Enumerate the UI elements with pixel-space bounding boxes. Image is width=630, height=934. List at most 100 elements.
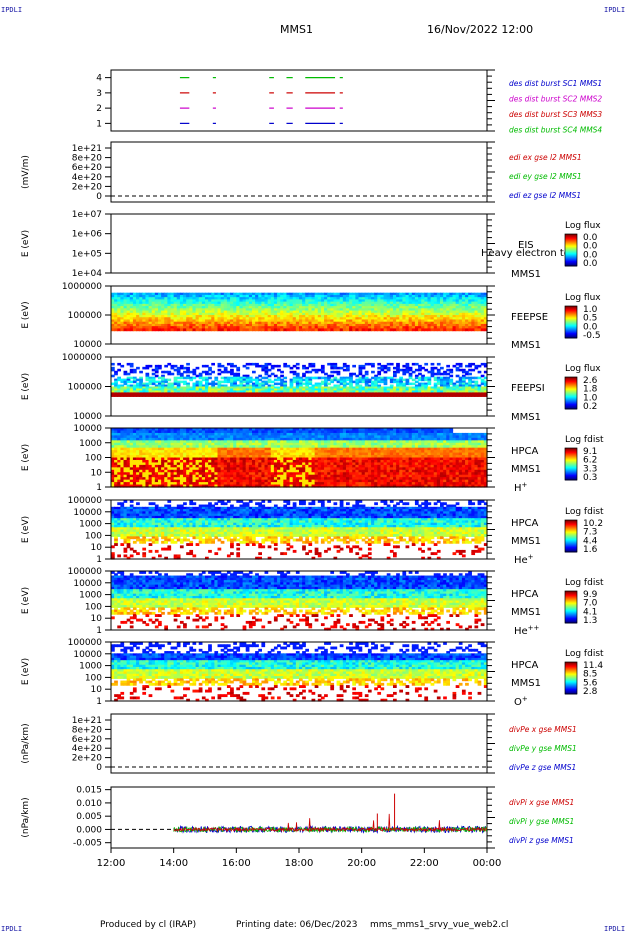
hpca_o-ytick-label: 10000	[73, 650, 102, 660]
corner-label-bottom-left: IPDLI	[1, 925, 23, 933]
hpca_hepp-spacecraft-label: MMS1	[511, 607, 541, 618]
footer-printing-date: Printing date: 06/Dec/2023	[236, 920, 358, 930]
edi-frame	[110, 141, 488, 203]
feepse-ytick-label: 1000000	[62, 282, 102, 292]
burst-ytick-label: 4	[96, 74, 102, 84]
hpca_o-spacecraft-label: MMS1	[511, 678, 541, 689]
hpca_hepp-colorbar	[565, 591, 577, 624]
hpca_h-ytick-label: 100	[85, 454, 102, 464]
feepsi-colorbar-tick: 2.6	[583, 376, 598, 386]
hpca_he-colorbar-tick: 7.3	[583, 528, 597, 538]
hpca_he-ytick-label: 10000	[73, 508, 102, 518]
hpca_hepp-colorbar-tick: 9.9	[583, 590, 598, 600]
hpca_o-spectrogram	[111, 642, 488, 702]
hpca_hepp-spectrogram	[111, 571, 488, 631]
hpca_h-colorbar-tick: 0.3	[583, 473, 597, 483]
feepse-ytick-label: 100000	[68, 311, 103, 321]
hpca_o-ytick-label: 1	[96, 697, 102, 707]
hpca_h-colorbar-tick: 3.3	[583, 464, 597, 474]
x-axis-tick-label: 16:00	[222, 858, 251, 869]
eis-ytick-label: 1e+04	[72, 269, 103, 279]
hpca_hepp-ytick-label: 100000	[68, 567, 103, 577]
divpi-legend-entry: divPi x gse MMS1	[509, 798, 574, 807]
eis-ytick-label: 1e+05	[72, 249, 102, 259]
hpca_h-ytick-label: 1	[96, 483, 102, 493]
feepsi-ytick-label: 10000	[73, 412, 102, 422]
hpca_o-colorbar-tick: 2.8	[583, 687, 598, 697]
divpe-ytick-label: 6e+20	[72, 735, 103, 745]
hpca_o-colorbar	[565, 662, 577, 695]
divpi-ylabel: (nPa/km)	[21, 797, 31, 837]
hpca_h-ylabel: E (eV)	[21, 444, 31, 471]
hpca_hepp-species-label: He++	[514, 624, 540, 637]
hpca_hepp-colorbar-title: Log fdist	[565, 578, 604, 588]
hpca_h-colorbar-tick: 6.2	[583, 456, 597, 466]
hpca_he-ytick-label: 1	[96, 555, 102, 565]
hpca_hepp-colorbar-tick: 7.0	[583, 599, 598, 609]
feepsi-spectrogram	[111, 362, 488, 397]
eis-colorbar-tick: 0.0	[583, 233, 598, 243]
eis-ytick-label: 1e+06	[72, 230, 103, 240]
edi-ylabel: (mV/m)	[21, 155, 31, 189]
divpi-ytick-label: 0.005	[76, 812, 102, 822]
hpca_o-ytick-label: 10	[91, 685, 103, 695]
hpca_hepp-ytick-label: 10000	[73, 579, 102, 589]
eis-colorbar-frame	[564, 233, 578, 267]
burst-ytick-label: 3	[96, 89, 102, 99]
divpe-ylabel: (nPa/km)	[21, 723, 31, 763]
hpca_he-ytick-label: 100	[85, 531, 102, 541]
footer-produced-by: Produced by cl (IRAP)	[100, 920, 197, 930]
divpi-ytick-label: 0.000	[76, 825, 102, 835]
hpca_he-spectrogram	[111, 500, 488, 560]
hpca_o-ylabel: E (eV)	[21, 658, 31, 685]
eis-ytick-label: 1e+07	[72, 210, 102, 220]
eis-spacecraft-label: MMS1	[511, 269, 541, 280]
divpi-ytick-label: -0.005	[73, 839, 102, 849]
feepse-colorbar-frame	[564, 305, 578, 339]
hpca_he-colorbar-tick: 1.6	[583, 545, 598, 555]
eis-frame	[110, 213, 488, 274]
divpe-ytick-label: 8e+20	[72, 725, 103, 735]
edi-ytick-label: 1e+21	[72, 144, 102, 154]
hpca_hepp-ytick-label: 1	[96, 626, 102, 636]
hpca_o-colorbar-tick: 5.6	[583, 678, 598, 688]
feepsi-instrument-label: FEEPSI	[511, 383, 545, 394]
divpi-legend-entry: divPi z gse MMS1	[509, 836, 574, 845]
feepse-instrument-label: FEEPSE	[511, 312, 548, 323]
divpi-ytick-label: 0.015	[76, 786, 102, 796]
hpca_o-species-label: O+	[514, 695, 528, 708]
hpca_he-colorbar-frame	[564, 519, 578, 553]
burst-ytick-label: 1	[96, 119, 102, 129]
divpe-ytick-label: 0	[96, 763, 102, 773]
burst-ytick-label: 2	[96, 104, 102, 114]
hpca_h-colorbar	[565, 448, 577, 481]
feepse-colorbar	[565, 306, 577, 339]
x-axis-tick-label: 20:00	[347, 858, 376, 869]
divpi-frame	[110, 786, 488, 849]
feepsi-colorbar-frame	[564, 376, 578, 410]
x-axis-tick-label: 14:00	[159, 858, 188, 869]
hpca_h-spectrogram	[111, 428, 488, 488]
x-axis-tick-label: 00:00	[473, 858, 502, 869]
hpca_h-ytick-label: 1000	[79, 439, 102, 449]
divpe-frame	[110, 713, 488, 774]
edi-ytick-label: 4e+20	[72, 173, 103, 183]
x-axis-tick-label: 12:00	[97, 858, 126, 869]
burst-legend-entry: des dist burst SC2 MMS2	[509, 95, 602, 104]
burst-legend-entry: des dist burst SC1 MMS1	[509, 79, 602, 88]
feepse-colorbar-tick: 0.5	[583, 314, 597, 324]
hpca_he-spacecraft-label: MMS1	[511, 536, 541, 547]
corner-label-top-left: IPDLI	[1, 6, 23, 14]
feepse-colorbar-tick: 1.0	[583, 305, 598, 315]
hpca_h-species-label: H+	[514, 481, 528, 494]
divpi-ytick-label: 0.010	[76, 799, 102, 809]
eis-colorbar-tick: 0.0	[583, 250, 598, 260]
divpi-series-line	[173, 813, 488, 833]
hpca_h-colorbar-tick: 9.1	[583, 447, 597, 457]
hpca_o-ytick-label: 100	[85, 673, 102, 683]
divpe-ytick-label: 2e+20	[72, 754, 103, 764]
eis-colorbar-tick: 0.0	[583, 259, 598, 269]
eis-colorbar-title: Log flux	[565, 221, 601, 231]
hpca_he-instrument-label: HPCA	[511, 518, 539, 529]
feepse-colorbar-tick: 0.0	[583, 322, 598, 332]
